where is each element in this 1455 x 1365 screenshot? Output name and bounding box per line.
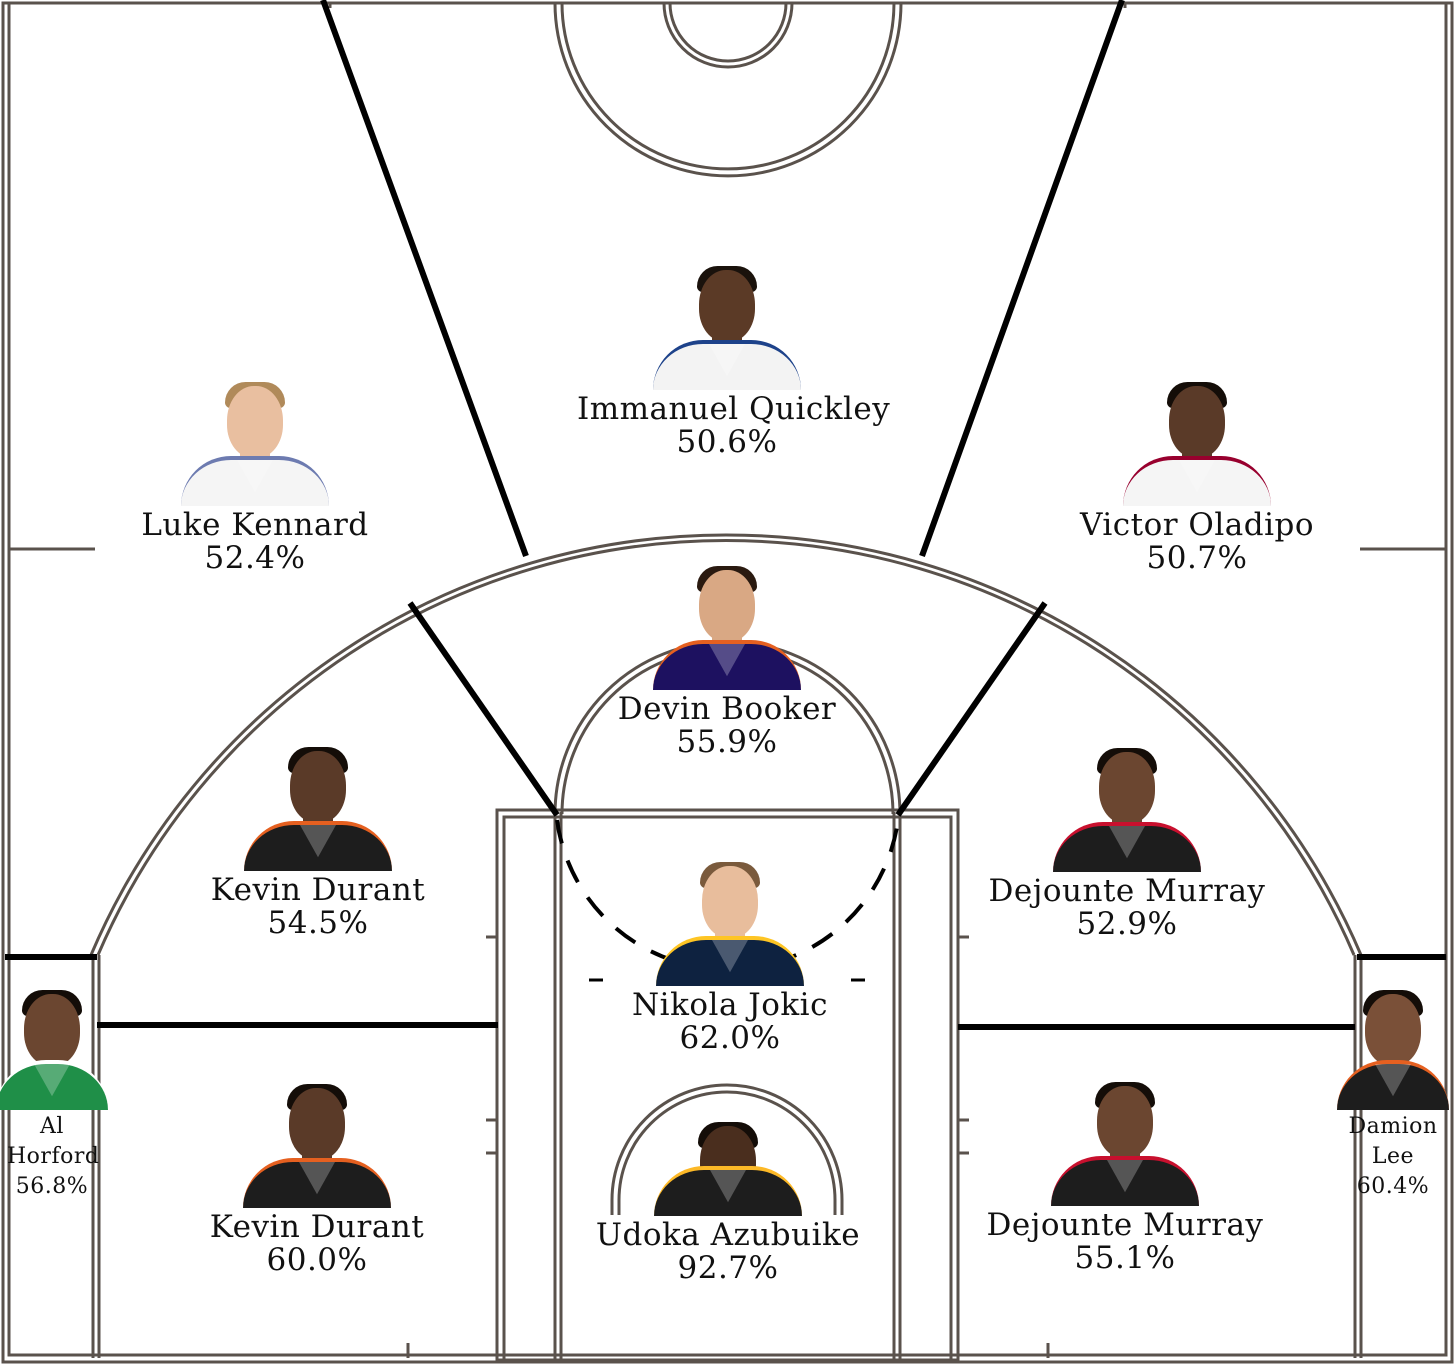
zone-left-corner: Al Horford 56.8% — [0, 986, 114, 1202]
player-name: Nikola Jokic — [632, 987, 828, 1023]
fg-percentage: 55.9% — [676, 724, 778, 760]
zone-top-key: Immanuel Quickley 50.6% — [577, 262, 891, 460]
center-circle-outer-inner — [560, 2, 896, 171]
player-photo — [238, 743, 398, 871]
player-photo — [1117, 378, 1277, 506]
zone-restricted-area: Udoka Azubuike 92.7% — [578, 1118, 878, 1284]
player-photo — [1047, 744, 1207, 872]
fg-percentage: 62.0% — [679, 1020, 781, 1056]
fg-percentage: 55.1% — [1074, 1240, 1176, 1276]
zone-right-elbow: Dejounte Murray 52.9% — [977, 744, 1277, 940]
player-name: Immanuel Quickley — [577, 391, 891, 427]
player-name: Udoka Azubuike — [595, 1217, 861, 1253]
fg-percentage: 54.5% — [267, 905, 369, 941]
divider-mid-right — [895, 601, 1048, 817]
center-circle-inner-2 — [668, 2, 788, 63]
zone-top-mid: Devin Booker 55.9% — [577, 562, 877, 758]
divider-top-right — [919, 0, 1125, 558]
zone-right-corner: Damion Lee 60.4% — [1331, 986, 1455, 1202]
player-name: Kevin Durant — [209, 1209, 425, 1245]
three-point-arc-inner — [96, 539, 1356, 956]
player-photo — [175, 378, 335, 506]
player-photo — [648, 1118, 808, 1216]
zone-left-wing-three: Luke Kennard 52.4% — [105, 378, 405, 574]
zone-right-baseline: Dejounte Murray 55.1% — [975, 1078, 1275, 1274]
fg-percentage: 56.8% — [15, 1174, 89, 1199]
restricted-area-arc-inner — [617, 1090, 837, 1215]
player-name: Damion Lee — [1348, 1114, 1438, 1169]
fg-percentage: 50.6% — [676, 424, 778, 460]
three-point-arc — [89, 533, 1363, 956]
fg-percentage: 92.7% — [677, 1250, 779, 1286]
player-name: Victor Oladipo — [1080, 507, 1314, 543]
court-boundary-inner — [7, 1, 1448, 1357]
restricted-area-arc — [610, 1083, 844, 1215]
player-photo — [1331, 986, 1455, 1110]
fg-percentage: 60.4% — [1356, 1174, 1430, 1199]
player-photo — [647, 562, 807, 690]
player-photo — [237, 1080, 397, 1208]
zone-right-wing-three: Victor Oladipo 50.7% — [1047, 378, 1347, 574]
player-name: Luke Kennard — [141, 507, 369, 543]
fg-percentage: 60.0% — [266, 1242, 368, 1278]
player-photo — [1045, 1078, 1205, 1206]
player-photo — [650, 858, 810, 986]
zone-paint: Nikola Jokic 62.0% — [580, 858, 880, 1054]
player-name: Al Horford — [7, 1114, 100, 1169]
player-name: Dejounte Murray — [986, 1207, 1264, 1243]
player-photo — [647, 262, 807, 390]
fg-percentage: 52.4% — [204, 540, 306, 576]
zone-left-baseline: Kevin Durant 60.0% — [167, 1080, 467, 1276]
center-circle-inner — [662, 2, 794, 69]
fg-percentage: 52.9% — [1076, 906, 1178, 942]
divider-mid-left — [407, 601, 560, 817]
player-name: Devin Booker — [617, 691, 837, 727]
fg-percentage: 50.7% — [1146, 540, 1248, 576]
zone-left-elbow: Kevin Durant 54.5% — [168, 743, 468, 939]
player-name: Dejounte Murray — [988, 873, 1266, 909]
player-name: Kevin Durant — [210, 872, 426, 908]
lane-inner — [502, 815, 953, 1362]
player-photo — [0, 986, 114, 1110]
center-circle-outer — [553, 2, 903, 178]
divider-top-left — [320, 0, 529, 558]
